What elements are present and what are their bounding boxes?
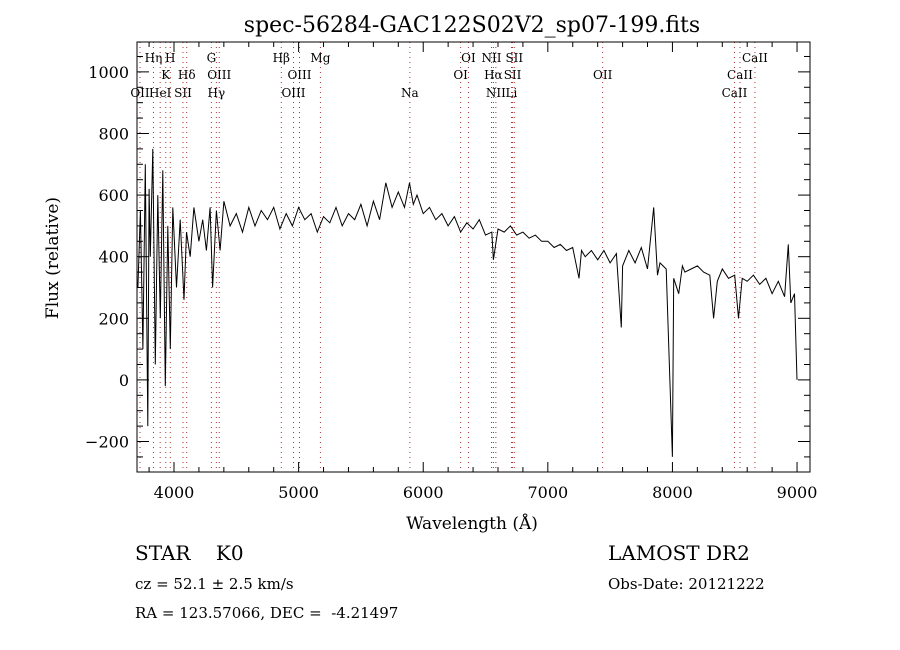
marker-label: CaII <box>742 51 768 65</box>
y-tick-label: 600 <box>98 186 129 205</box>
y-tick-label: 800 <box>98 124 129 143</box>
obs-date: Obs-Date: 20121222 <box>608 575 765 593</box>
x-axis-label: Wavelength (Å) <box>406 513 538 534</box>
marker-label: HeI <box>149 86 172 100</box>
y-tick-label: 0 <box>119 371 129 390</box>
chart-title: spec-56284-GAC122S02V2_sp07-199.fits <box>244 13 700 38</box>
spectrum-line <box>137 148 798 457</box>
marker-label: OIII <box>207 68 231 82</box>
x-tick-label: 5000 <box>278 483 319 502</box>
redshift-text: cz = 52.1 ± 2.5 km/s <box>135 575 294 593</box>
x-tick-label: 7000 <box>527 483 568 502</box>
y-tick-label: 200 <box>98 309 129 328</box>
marker-label: K <box>161 68 171 82</box>
marker-label: Hα <box>484 68 503 82</box>
marker-label: SII <box>504 68 522 82</box>
y-tick-label: −200 <box>85 433 129 452</box>
y-axis-label: Flux (relative) <box>43 197 63 319</box>
marker-label: OI <box>461 51 476 65</box>
marker-label: Na <box>401 86 419 100</box>
x-tick-label: 6000 <box>403 483 444 502</box>
marker-label: Li <box>506 86 518 100</box>
marker-label: NII <box>482 51 502 65</box>
plot-frame <box>136 41 811 473</box>
object-class: STAR K0 <box>135 541 244 565</box>
axes: 4000 5000 6000 7000 8000 9000 −200 0 200 400 600 80… <box>85 42 817 502</box>
marker-label: Hγ <box>208 86 226 100</box>
marker-label: Hη <box>145 51 163 65</box>
y-tick-label: 1000 <box>88 63 129 82</box>
x-tick-label: 9000 <box>777 483 818 502</box>
marker-label: CaII <box>722 86 748 100</box>
marker-label: G <box>207 51 217 65</box>
marker-label: OIII <box>287 68 311 82</box>
marker-label: Hδ <box>178 68 196 82</box>
marker-label: NII <box>486 86 506 100</box>
survey-label: LAMOST DR2 <box>608 541 750 565</box>
y-tick-label: 400 <box>98 248 129 267</box>
marker-label: OII <box>593 68 613 82</box>
spectrum-series <box>137 148 798 457</box>
marker-label: Hβ <box>273 51 290 65</box>
coordinates: RA = 123.57066, DEC = -4.21497 <box>135 604 399 622</box>
x-tick-label: 4000 <box>154 483 195 502</box>
marker-label: OIII <box>281 86 305 100</box>
marker-label: Mg <box>310 51 330 65</box>
marker-label: SII <box>505 51 523 65</box>
marker-label: OI <box>453 68 468 82</box>
x-tick-label: 8000 <box>652 483 693 502</box>
marker-label: OII <box>130 86 150 100</box>
marker-label: H <box>165 51 175 65</box>
marker-label: CaII <box>727 68 753 82</box>
marker-label: SII <box>174 86 192 100</box>
